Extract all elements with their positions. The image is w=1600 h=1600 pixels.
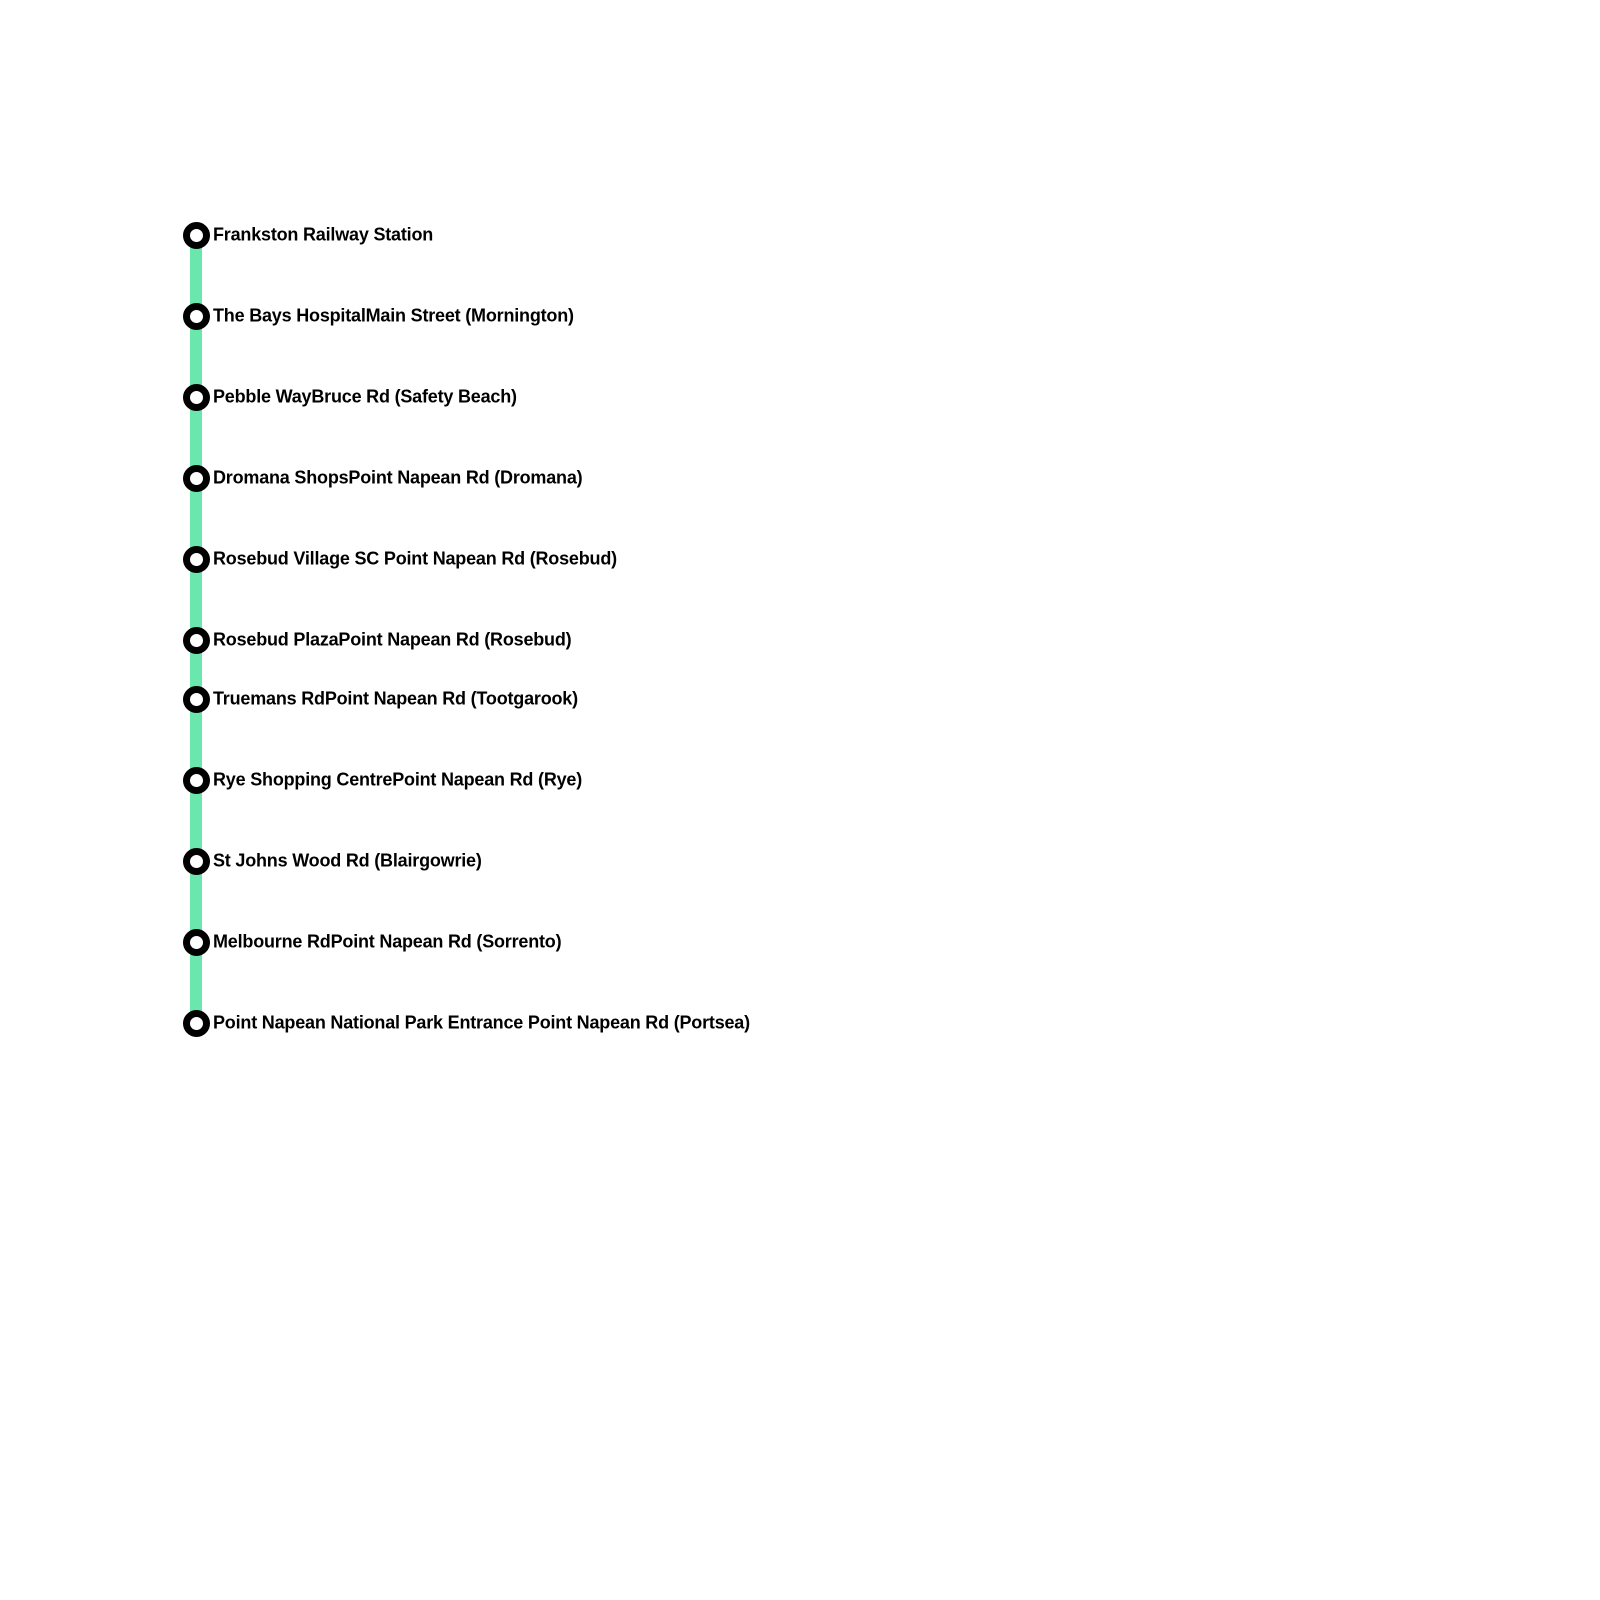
station-label: Truemans RdPoint Napean Rd (Tootgarook) [213,688,578,709]
station-marker [182,928,210,956]
station-label: St Johns Wood Rd (Blairgowrie) [213,850,482,871]
station-marker [182,766,210,794]
station-label: Rosebud PlazaPoint Napean Rd (Rosebud) [213,629,572,650]
station-label: Pebble WayBruce Rd (Safety Beach) [213,386,517,407]
station-marker [182,383,210,411]
station-marker [182,685,210,713]
station-label: Melbourne RdPoint Napean Rd (Sorrento) [213,931,562,952]
station-label: Rye Shopping CentrePoint Napean Rd (Rye) [213,769,583,790]
station-label: The Bays HospitalMain Street (Mornington… [213,305,574,326]
station-marker [182,464,210,492]
station-marker [182,1009,210,1037]
station-label: Frankston Railway Station [213,224,434,245]
station-label: Point Napean National Park Entrance Poin… [213,1012,750,1033]
station-marker [182,847,210,875]
station-marker [182,302,210,330]
station-marker [182,626,210,654]
station-label: Dromana ShopsPoint Napean Rd (Dromana) [213,467,583,488]
station-marker [182,545,210,573]
station-label: Rosebud Village SC Point Napean Rd (Rose… [213,548,617,569]
station-marker [182,221,210,249]
